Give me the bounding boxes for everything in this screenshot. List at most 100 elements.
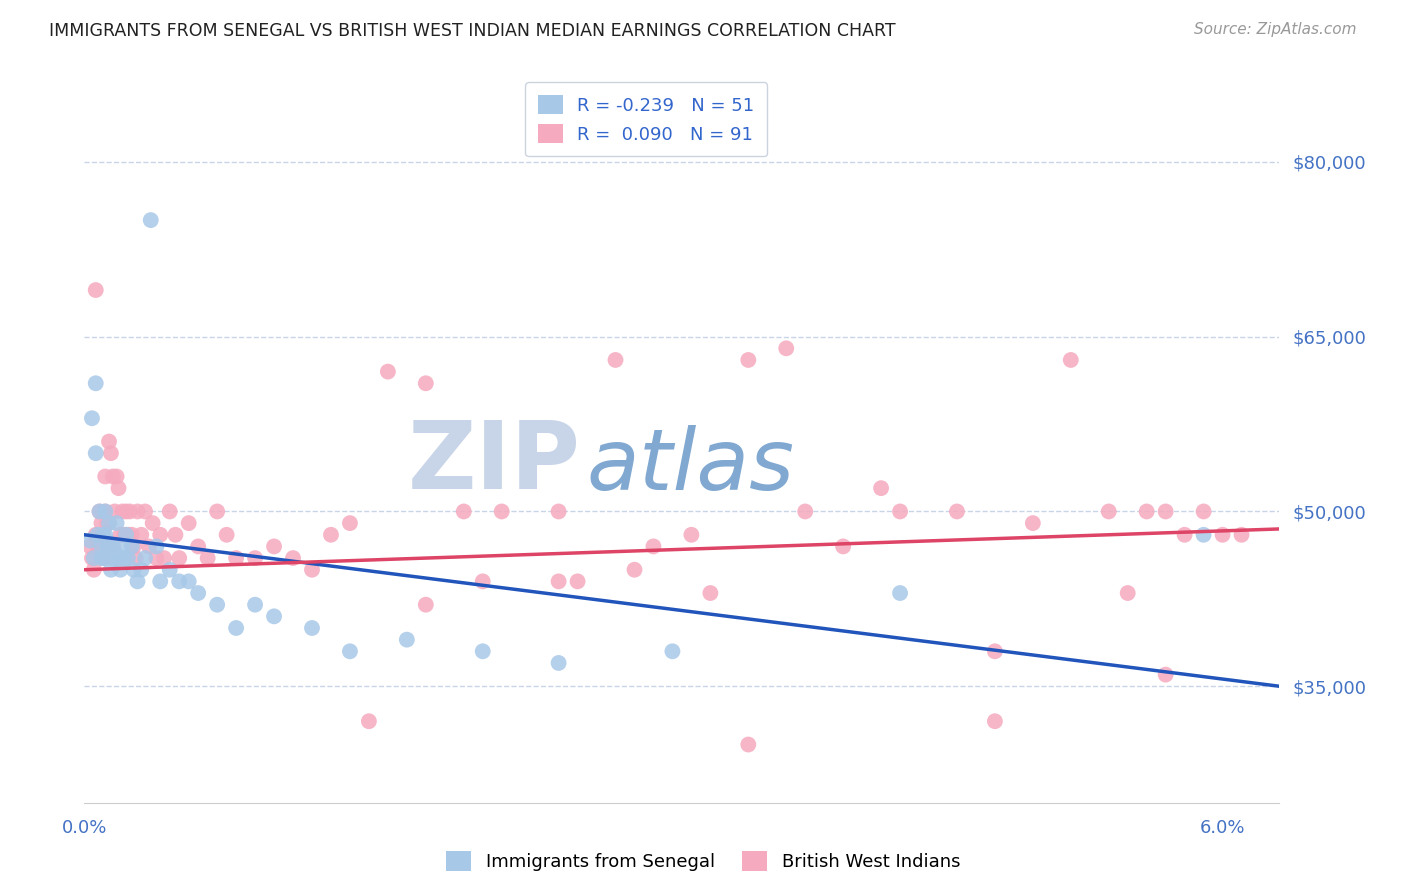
Point bbox=[395, 632, 418, 647]
Point bbox=[243, 598, 266, 612]
Point bbox=[159, 563, 181, 577]
Legend: R = -0.239   N = 51, R =  0.090   N = 91: R = -0.239 N = 51, R = 0.090 N = 91 bbox=[524, 82, 768, 156]
Point bbox=[96, 516, 118, 530]
Point bbox=[832, 540, 855, 554]
Point bbox=[91, 540, 114, 554]
Point bbox=[104, 545, 127, 559]
Point bbox=[319, 528, 342, 542]
Point bbox=[104, 504, 127, 518]
Point bbox=[643, 540, 665, 554]
Point bbox=[984, 644, 1007, 658]
Point bbox=[377, 365, 399, 379]
Point bbox=[122, 540, 145, 554]
Point bbox=[121, 540, 143, 554]
Point bbox=[1192, 504, 1215, 518]
Point bbox=[415, 376, 437, 391]
Point bbox=[124, 551, 146, 566]
Point bbox=[889, 586, 911, 600]
Point bbox=[1098, 504, 1121, 518]
Point bbox=[101, 540, 124, 554]
Point bbox=[1022, 516, 1045, 530]
Point bbox=[946, 504, 969, 518]
Text: ZIP: ZIP bbox=[408, 417, 581, 509]
Point bbox=[794, 504, 817, 518]
Point bbox=[167, 551, 190, 566]
Point bbox=[547, 504, 569, 518]
Text: atlas: atlas bbox=[586, 425, 794, 508]
Point bbox=[1192, 528, 1215, 542]
Point bbox=[681, 528, 703, 542]
Point bbox=[547, 574, 569, 589]
Point bbox=[1116, 586, 1139, 600]
Point bbox=[89, 504, 111, 518]
Point bbox=[339, 644, 361, 658]
Point bbox=[111, 540, 134, 554]
Point bbox=[127, 504, 149, 518]
Point bbox=[699, 586, 721, 600]
Point bbox=[177, 574, 200, 589]
Point bbox=[100, 446, 122, 460]
Point bbox=[547, 656, 569, 670]
Point bbox=[139, 213, 162, 227]
Point bbox=[117, 551, 139, 566]
Point bbox=[471, 644, 494, 658]
Text: IMMIGRANTS FROM SENEGAL VS BRITISH WEST INDIAN MEDIAN EARNINGS CORRELATION CHART: IMMIGRANTS FROM SENEGAL VS BRITISH WEST … bbox=[49, 22, 896, 40]
Point bbox=[98, 516, 121, 530]
Point bbox=[90, 551, 112, 566]
Point bbox=[118, 504, 141, 518]
Point bbox=[90, 516, 112, 530]
Legend: Immigrants from Senegal, British West Indians: Immigrants from Senegal, British West In… bbox=[439, 844, 967, 879]
Point bbox=[101, 469, 124, 483]
Point bbox=[91, 528, 114, 542]
Point bbox=[134, 504, 156, 518]
Point bbox=[605, 353, 627, 368]
Point bbox=[453, 504, 475, 518]
Point bbox=[129, 528, 152, 542]
Point bbox=[177, 516, 200, 530]
Point bbox=[115, 528, 138, 542]
Point bbox=[79, 533, 101, 548]
Point bbox=[153, 551, 176, 566]
Point bbox=[80, 551, 103, 566]
Point bbox=[215, 528, 238, 542]
Point bbox=[889, 504, 911, 518]
Point bbox=[775, 341, 797, 355]
Point bbox=[187, 540, 209, 554]
Point bbox=[415, 598, 437, 612]
Point bbox=[870, 481, 893, 495]
Point bbox=[110, 563, 132, 577]
Point bbox=[145, 540, 167, 554]
Point bbox=[105, 516, 128, 530]
Point bbox=[737, 353, 759, 368]
Point bbox=[187, 586, 209, 600]
Point bbox=[127, 574, 149, 589]
Point bbox=[1154, 667, 1177, 681]
Point bbox=[96, 540, 118, 554]
Point bbox=[91, 551, 114, 566]
Point bbox=[145, 551, 167, 566]
Point bbox=[661, 644, 683, 658]
Point bbox=[1230, 528, 1253, 542]
Point bbox=[112, 528, 135, 542]
Point bbox=[84, 446, 107, 460]
Point bbox=[107, 551, 129, 566]
Point bbox=[111, 504, 134, 518]
Point bbox=[134, 551, 156, 566]
Point bbox=[167, 574, 190, 589]
Point bbox=[84, 528, 107, 542]
Point bbox=[94, 469, 117, 483]
Point bbox=[339, 516, 361, 530]
Point bbox=[357, 714, 380, 729]
Point bbox=[149, 528, 172, 542]
Point bbox=[243, 551, 266, 566]
Point bbox=[94, 504, 117, 518]
Point bbox=[100, 563, 122, 577]
Point bbox=[100, 551, 122, 566]
Point bbox=[98, 516, 121, 530]
Point bbox=[281, 551, 304, 566]
Point bbox=[80, 411, 103, 425]
Point bbox=[115, 504, 138, 518]
Point bbox=[94, 504, 117, 518]
Point bbox=[1154, 504, 1177, 518]
Point bbox=[471, 574, 494, 589]
